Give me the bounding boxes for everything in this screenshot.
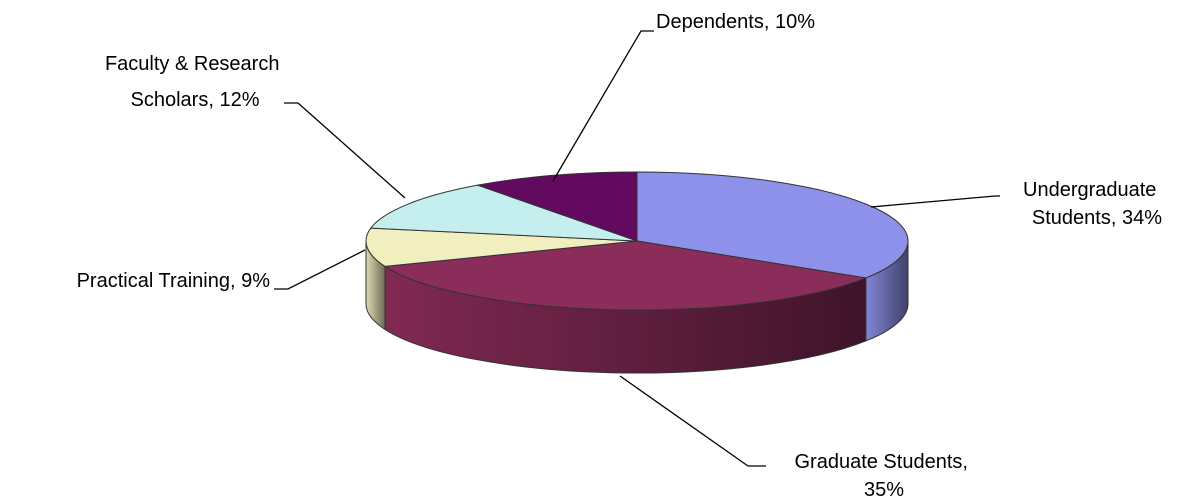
pie-tops [365,171,909,311]
slice-label-dependents: Dependents, 10% [656,11,815,33]
leader-lines [274,30,1000,467]
slice-label-line: Practical Training, 9% [77,270,271,292]
slice-labels: Undergraduate Students, 34% Graduate Stu… [77,11,1163,501]
slice-graduate-students [384,240,867,311]
slice-label-line: Faculty & Research [105,53,280,75]
slice-label-practical-training: Practical Training, 9% [77,270,271,292]
slice-label-line: Graduate Students, [794,451,967,473]
slice-faculty-research-scholars [370,184,638,242]
slice-label-faculty-research-scholars: Faculty & Research Scholars, 12% [105,53,285,111]
leader-line-faculty-research-scholars [284,102,406,199]
leader-line-dependents [552,30,654,182]
slice-dependents [477,171,638,242]
leader-line-practical-training [274,249,366,290]
slice-label-line: Undergraduate [1023,179,1156,201]
slice-label-undergraduate-students: Undergraduate Students, 34% [1023,179,1162,229]
leader-line-graduate-students [619,375,766,467]
slice-label-line: Dependents, 10% [656,11,815,33]
slice-practical-training [365,227,638,267]
slice-label-graduate-students: Graduate Students, 35% [794,451,973,501]
slice-label-line: Scholars, 12% [131,89,260,111]
slice-label-line: Students, 34% [1032,207,1162,229]
leader-line-undergraduate-students [870,195,1000,208]
slice-label-line: 35% [864,479,904,501]
